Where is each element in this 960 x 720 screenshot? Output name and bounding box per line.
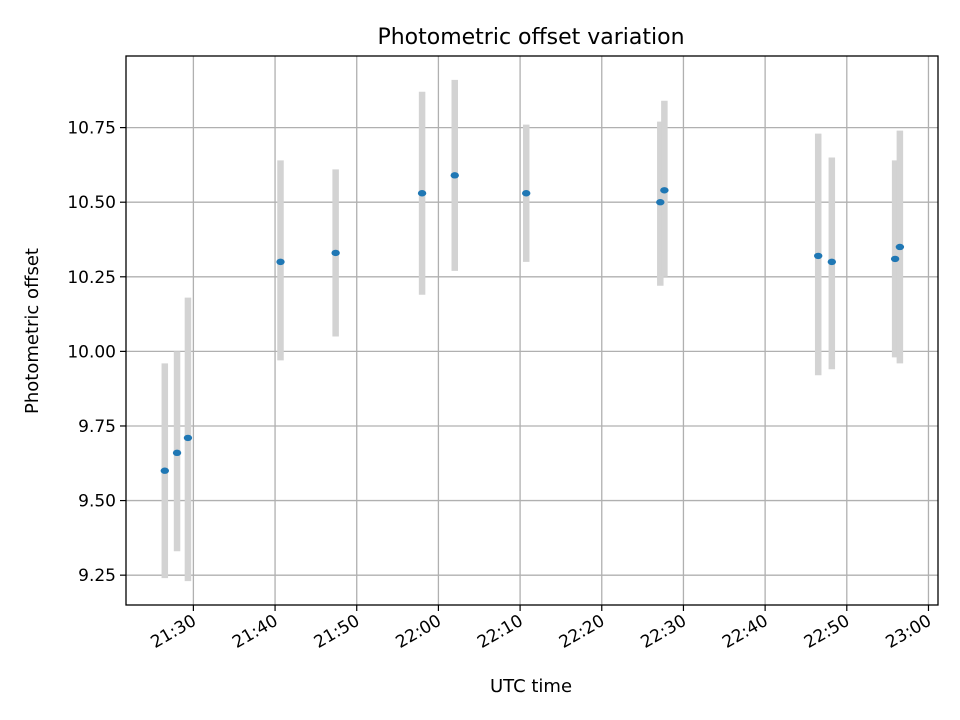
y-tick-label: 9.25: [78, 566, 116, 586]
y-tick-label: 10.25: [67, 268, 116, 288]
data-point: [276, 258, 285, 266]
chart-title: Photometric offset variation: [377, 25, 684, 50]
data-point: [895, 243, 905, 251]
y-tick-label: 9.50: [78, 492, 116, 512]
data-point: [660, 187, 669, 194]
data-point: [160, 467, 169, 474]
y-axis-label: Photometric offset: [22, 248, 43, 414]
y-tick-label: 10.75: [67, 119, 116, 139]
data-point: [522, 190, 531, 197]
data-point: [656, 199, 665, 206]
data-point: [417, 190, 427, 197]
y-tick-label: 10.00: [67, 342, 116, 362]
plot-frame: [125, 55, 939, 606]
data-points: [160, 172, 905, 474]
data-point: [450, 172, 459, 179]
data-point: [814, 252, 823, 260]
data-point: [890, 255, 900, 263]
x-axis-label: UTC time: [490, 676, 572, 697]
grid-lines: [126, 56, 938, 605]
y-tick-label: 10.50: [67, 193, 116, 213]
data-point: [827, 258, 837, 266]
data-point: [183, 434, 193, 442]
y-tick-label: 9.75: [78, 417, 116, 437]
data-point: [331, 249, 340, 257]
data-point: [172, 449, 182, 457]
y-axis-ticks: 9.25 9.50 9.75 10.00 10.25 10.50 10.75: [67, 119, 126, 586]
